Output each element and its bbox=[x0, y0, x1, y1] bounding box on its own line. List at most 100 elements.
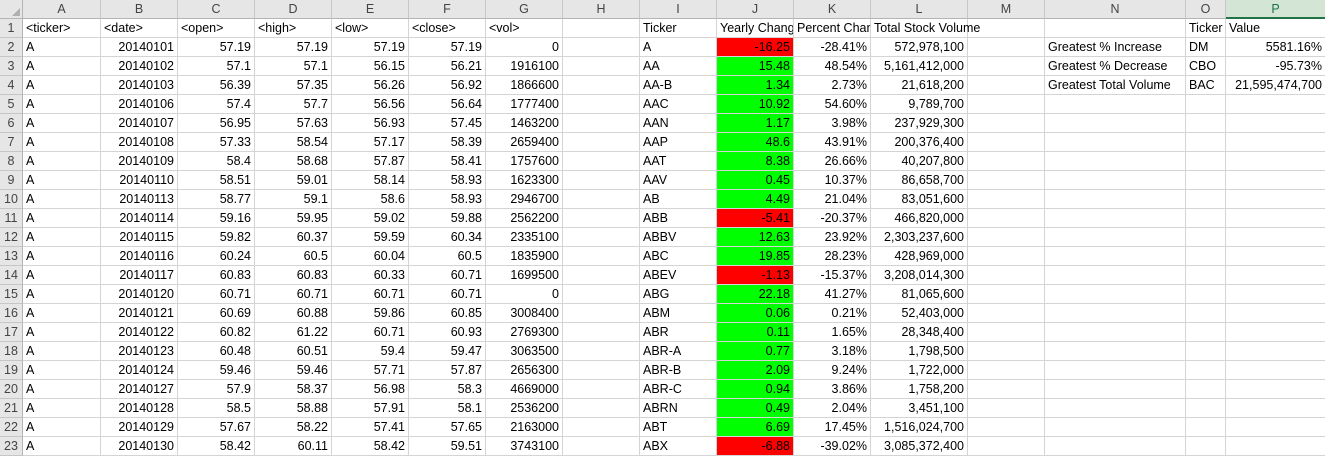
cell-a11[interactable]: A bbox=[23, 209, 101, 228]
cell-d20[interactable]: 58.37 bbox=[255, 380, 332, 399]
summary-percent-change[interactable]: 3.98% bbox=[794, 114, 871, 133]
cell-h3[interactable] bbox=[563, 57, 640, 76]
cell-e3[interactable]: 56.15 bbox=[332, 57, 409, 76]
cell-p20[interactable] bbox=[1226, 380, 1325, 399]
cell-h9[interactable] bbox=[563, 171, 640, 190]
cell-o22[interactable] bbox=[1186, 418, 1226, 437]
summary-ticker[interactable]: AAP bbox=[640, 133, 717, 152]
cell-e23[interactable]: 58.42 bbox=[332, 437, 409, 456]
cell-p14[interactable] bbox=[1226, 266, 1325, 285]
cell-g10[interactable]: 2946700 bbox=[486, 190, 563, 209]
cell-p16[interactable] bbox=[1226, 304, 1325, 323]
cell-f18[interactable]: 59.47 bbox=[409, 342, 486, 361]
summary-total-volume[interactable]: 1,758,200 bbox=[871, 380, 968, 399]
cell-m8[interactable] bbox=[968, 152, 1045, 171]
summary-yearly-change[interactable]: -5.41 bbox=[717, 209, 794, 228]
summary-percent-change[interactable]: 26.66% bbox=[794, 152, 871, 171]
summary-yearly-change[interactable]: 22.18 bbox=[717, 285, 794, 304]
column-header-g[interactable]: G bbox=[486, 0, 563, 19]
cell-e2[interactable]: 57.19 bbox=[332, 38, 409, 57]
cell-n19[interactable] bbox=[1045, 361, 1186, 380]
cell-h6[interactable] bbox=[563, 114, 640, 133]
cell-m17[interactable] bbox=[968, 323, 1045, 342]
cell-o17[interactable] bbox=[1186, 323, 1226, 342]
row-header-9[interactable]: 9 bbox=[0, 171, 23, 190]
cell-d7[interactable]: 58.54 bbox=[255, 133, 332, 152]
summary-ticker[interactable]: ABT bbox=[640, 418, 717, 437]
summary-ticker[interactable]: AAN bbox=[640, 114, 717, 133]
summary-total-volume[interactable]: 83,051,600 bbox=[871, 190, 968, 209]
summary-percent-change[interactable]: 21.04% bbox=[794, 190, 871, 209]
cell-g13[interactable]: 1835900 bbox=[486, 247, 563, 266]
summary-total-volume[interactable]: 40,207,800 bbox=[871, 152, 968, 171]
greatest-label[interactable]: Greatest % Increase bbox=[1045, 38, 1186, 57]
cell-d19[interactable]: 59.46 bbox=[255, 361, 332, 380]
cell-a5[interactable]: A bbox=[23, 95, 101, 114]
cell-m18[interactable] bbox=[968, 342, 1045, 361]
summary-ticker[interactable]: ABR-B bbox=[640, 361, 717, 380]
cell-b17[interactable]: 20140122 bbox=[101, 323, 178, 342]
cell-h14[interactable] bbox=[563, 266, 640, 285]
column-header-m[interactable]: M bbox=[968, 0, 1045, 19]
summary-yearly-change[interactable]: 0.45 bbox=[717, 171, 794, 190]
header-cell-f[interactable]: <close> bbox=[409, 19, 486, 38]
cell-g3[interactable]: 1916100 bbox=[486, 57, 563, 76]
header-cell-a[interactable]: <ticker> bbox=[23, 19, 101, 38]
cell-m2[interactable] bbox=[968, 38, 1045, 57]
cell-n18[interactable] bbox=[1045, 342, 1186, 361]
summary-ticker[interactable]: ABC bbox=[640, 247, 717, 266]
cell-p21[interactable] bbox=[1226, 399, 1325, 418]
summary-ticker[interactable]: A bbox=[640, 38, 717, 57]
cell-c18[interactable]: 60.48 bbox=[178, 342, 255, 361]
cell-h2[interactable] bbox=[563, 38, 640, 57]
cell-d12[interactable]: 60.37 bbox=[255, 228, 332, 247]
cell-m13[interactable] bbox=[968, 247, 1045, 266]
cell-n22[interactable] bbox=[1045, 418, 1186, 437]
cell-a7[interactable]: A bbox=[23, 133, 101, 152]
cell-a12[interactable]: A bbox=[23, 228, 101, 247]
cell-n7[interactable] bbox=[1045, 133, 1186, 152]
cell-c19[interactable]: 59.46 bbox=[178, 361, 255, 380]
summary-ticker[interactable]: ABB bbox=[640, 209, 717, 228]
cell-p18[interactable] bbox=[1226, 342, 1325, 361]
summary-total-volume[interactable]: 28,348,400 bbox=[871, 323, 968, 342]
header-ticker[interactable]: Ticker bbox=[640, 19, 717, 38]
cell-m23[interactable] bbox=[968, 437, 1045, 456]
summary-percent-change[interactable]: 54.60% bbox=[794, 95, 871, 114]
cell-p5[interactable] bbox=[1226, 95, 1325, 114]
cell-b23[interactable]: 20140130 bbox=[101, 437, 178, 456]
summary-total-volume[interactable]: 237,929,300 bbox=[871, 114, 968, 133]
summary-ticker[interactable]: ABRN bbox=[640, 399, 717, 418]
cell-h13[interactable] bbox=[563, 247, 640, 266]
cell-d14[interactable]: 60.83 bbox=[255, 266, 332, 285]
cell-d16[interactable]: 60.88 bbox=[255, 304, 332, 323]
summary-yearly-change[interactable]: 0.06 bbox=[717, 304, 794, 323]
header-percent-change[interactable]: Percent Change bbox=[794, 19, 871, 38]
cell-a2[interactable]: A bbox=[23, 38, 101, 57]
cell-h16[interactable] bbox=[563, 304, 640, 323]
cell-o9[interactable] bbox=[1186, 171, 1226, 190]
column-header-e[interactable]: E bbox=[332, 0, 409, 19]
cell-a20[interactable]: A bbox=[23, 380, 101, 399]
cell-c11[interactable]: 59.16 bbox=[178, 209, 255, 228]
cell-f19[interactable]: 57.87 bbox=[409, 361, 486, 380]
row-header-7[interactable]: 7 bbox=[0, 133, 23, 152]
cell-h18[interactable] bbox=[563, 342, 640, 361]
cell-m4[interactable] bbox=[968, 76, 1045, 95]
summary-total-volume[interactable]: 572,978,100 bbox=[871, 38, 968, 57]
cell-d18[interactable]: 60.51 bbox=[255, 342, 332, 361]
cell-p9[interactable] bbox=[1226, 171, 1325, 190]
cell-p22[interactable] bbox=[1226, 418, 1325, 437]
cell-f20[interactable]: 58.3 bbox=[409, 380, 486, 399]
cell-a16[interactable]: A bbox=[23, 304, 101, 323]
row-header-20[interactable]: 20 bbox=[0, 380, 23, 399]
summary-yearly-change[interactable]: 48.6 bbox=[717, 133, 794, 152]
cell-g4[interactable]: 1866600 bbox=[486, 76, 563, 95]
column-header-j[interactable]: J bbox=[717, 0, 794, 19]
cell-g11[interactable]: 2562200 bbox=[486, 209, 563, 228]
cell-m11[interactable] bbox=[968, 209, 1045, 228]
cell-g23[interactable]: 3743100 bbox=[486, 437, 563, 456]
summary-ticker[interactable]: AB bbox=[640, 190, 717, 209]
summary-percent-change[interactable]: 41.27% bbox=[794, 285, 871, 304]
